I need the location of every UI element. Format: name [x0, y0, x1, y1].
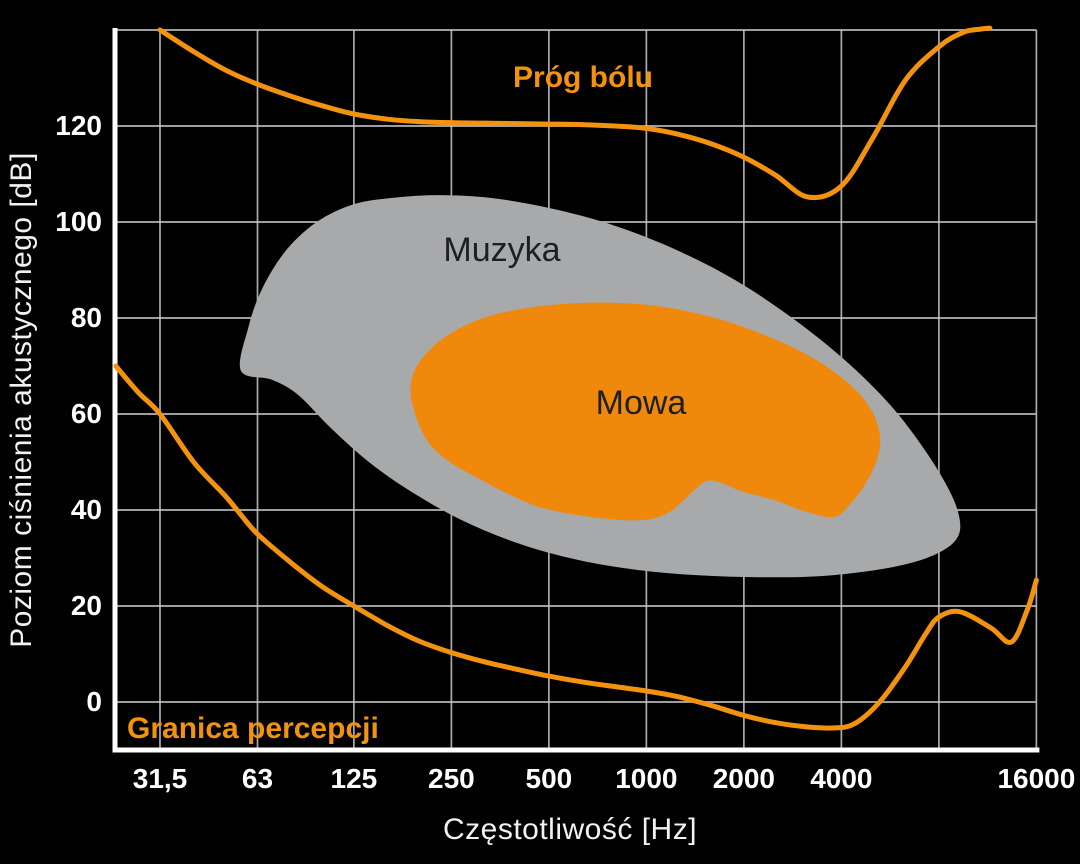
x-tick-label: 4000 — [810, 763, 873, 794]
x-tick-label: 250 — [428, 763, 475, 794]
y-tick-label: 100 — [55, 206, 102, 237]
y-tick-label: 0 — [86, 686, 102, 717]
x-tick-label: 16000 — [997, 763, 1076, 794]
speech-region — [410, 302, 881, 521]
pain-threshold-label: Próg bólu — [513, 61, 653, 94]
hearing-threshold-curve — [113, 363, 1039, 731]
x-tick-label: 2000 — [712, 763, 776, 794]
y-tick-label: 60 — [70, 398, 102, 429]
y-tick-label: 40 — [70, 494, 102, 525]
x-tick-label: 31,5 — [132, 763, 188, 794]
perception-limit-label: Granica percepcji — [127, 712, 379, 745]
music-region-label: Muzyka — [443, 231, 561, 269]
y-tick-label: 80 — [70, 302, 102, 333]
y-tick-label: 20 — [70, 590, 102, 621]
x-tick-label: 500 — [525, 763, 573, 794]
x-tick-label: 63 — [241, 763, 274, 794]
x-axis-title: Częstotliwość [Hz] — [442, 813, 698, 846]
speech-region-label: Mowa — [595, 384, 687, 422]
y-tick-label: 120 — [55, 110, 102, 141]
x-tick-label: 1000 — [615, 763, 678, 794]
x-tick-label: 125 — [330, 763, 378, 794]
pain-threshold-curve — [157, 25, 993, 200]
